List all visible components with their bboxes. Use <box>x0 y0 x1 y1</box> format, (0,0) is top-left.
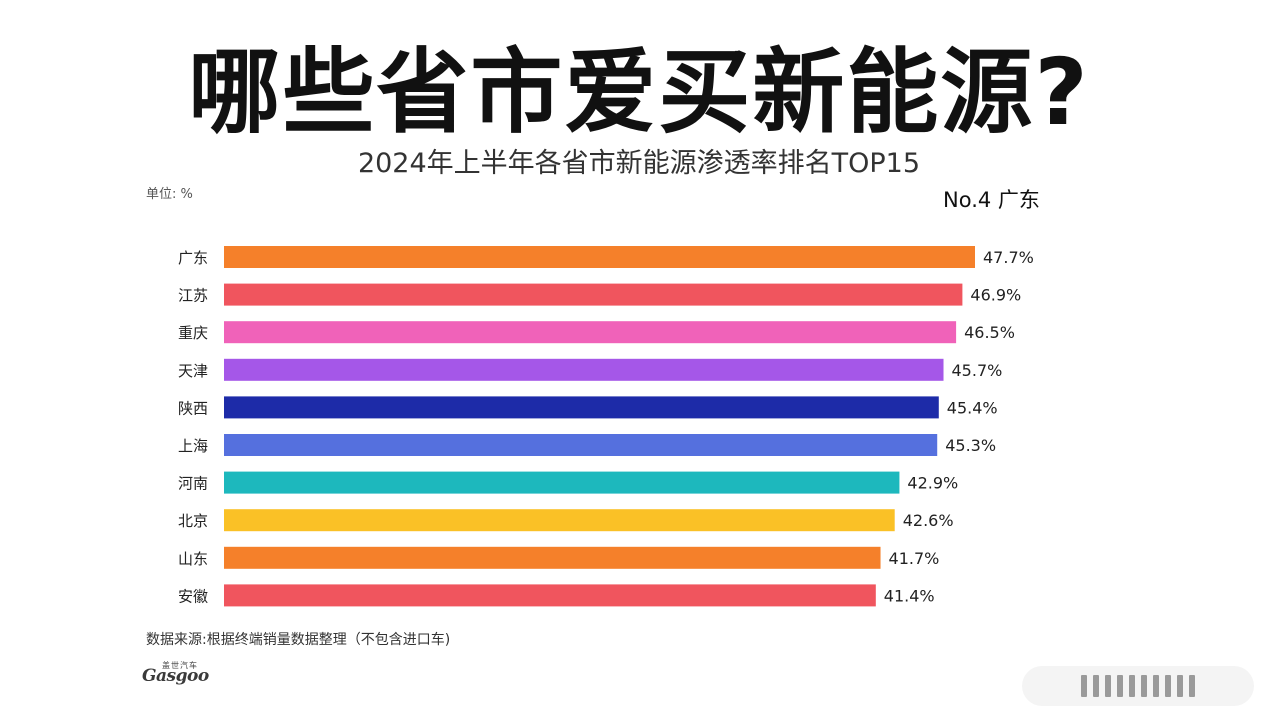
category-label: 江苏 <box>178 287 208 305</box>
bar <box>224 509 895 532</box>
more-menu-button[interactable] <box>1022 666 1254 706</box>
menu-bar-icon <box>1093 675 1099 697</box>
category-label: 陕西 <box>178 399 208 417</box>
bar <box>224 246 975 268</box>
value-label: 47.7% <box>983 248 1034 267</box>
bar <box>224 283 963 306</box>
logo-small-text: 盖世汽车 <box>162 661 198 670</box>
bar <box>224 321 957 344</box>
value-label: 42.6% <box>903 511 954 530</box>
menu-bar-icon <box>1105 675 1111 697</box>
value-label: 45.7% <box>952 361 1003 380</box>
bar <box>224 546 881 569</box>
value-label: 41.7% <box>889 549 940 568</box>
bar <box>224 434 938 456</box>
menu-bar-icon <box>1165 675 1171 697</box>
bar <box>224 396 939 419</box>
value-label: 46.5% <box>964 323 1015 342</box>
bar <box>224 471 900 494</box>
headline: 哪些省市爱买新能源? <box>188 39 1090 146</box>
bar-chart: 广东 47.7% 江苏 46.9% 重庆 46.5% 天津 45.7% 陕西 45.4% 上海 45.… <box>178 246 1034 607</box>
menu-bar-icon <box>1189 675 1195 697</box>
category-label: 天津 <box>178 362 208 380</box>
category-label: 北京 <box>178 512 208 530</box>
category-label: 广东 <box>178 249 208 267</box>
value-label: 41.4% <box>884 586 935 605</box>
menu-bar-icon <box>1081 675 1087 697</box>
category-label: 上海 <box>178 437 208 455</box>
data-source-note: 数据来源:根据终端销量数据整理（不包含进口车) <box>146 632 451 648</box>
logo-word: Gasgoo <box>142 666 209 686</box>
bar <box>224 358 944 381</box>
menu-bar-icon <box>1177 675 1183 697</box>
value-label: 46.9% <box>970 286 1021 305</box>
highlight-rank-label: No.4 广东 <box>943 188 1040 212</box>
menu-bar-icon <box>1129 675 1135 697</box>
menu-bar-icon <box>1141 675 1147 697</box>
value-label: 42.9% <box>907 474 958 493</box>
menu-bar-icon <box>1117 675 1123 697</box>
unit-label: 单位: % <box>146 187 193 202</box>
category-label: 河南 <box>178 475 208 493</box>
bar <box>224 584 876 607</box>
category-label: 安徽 <box>178 587 208 605</box>
category-label: 重庆 <box>178 324 208 342</box>
chart-title: 2024年上半年各省市新能源渗透率排名TOP15 <box>357 148 921 179</box>
menu-bar-icon <box>1153 675 1159 697</box>
value-label: 45.4% <box>947 398 998 417</box>
category-label: 山东 <box>178 550 208 568</box>
value-label: 45.3% <box>945 436 996 455</box>
gasgoo-logo: 盖世汽车 Gasgoo <box>142 660 212 688</box>
